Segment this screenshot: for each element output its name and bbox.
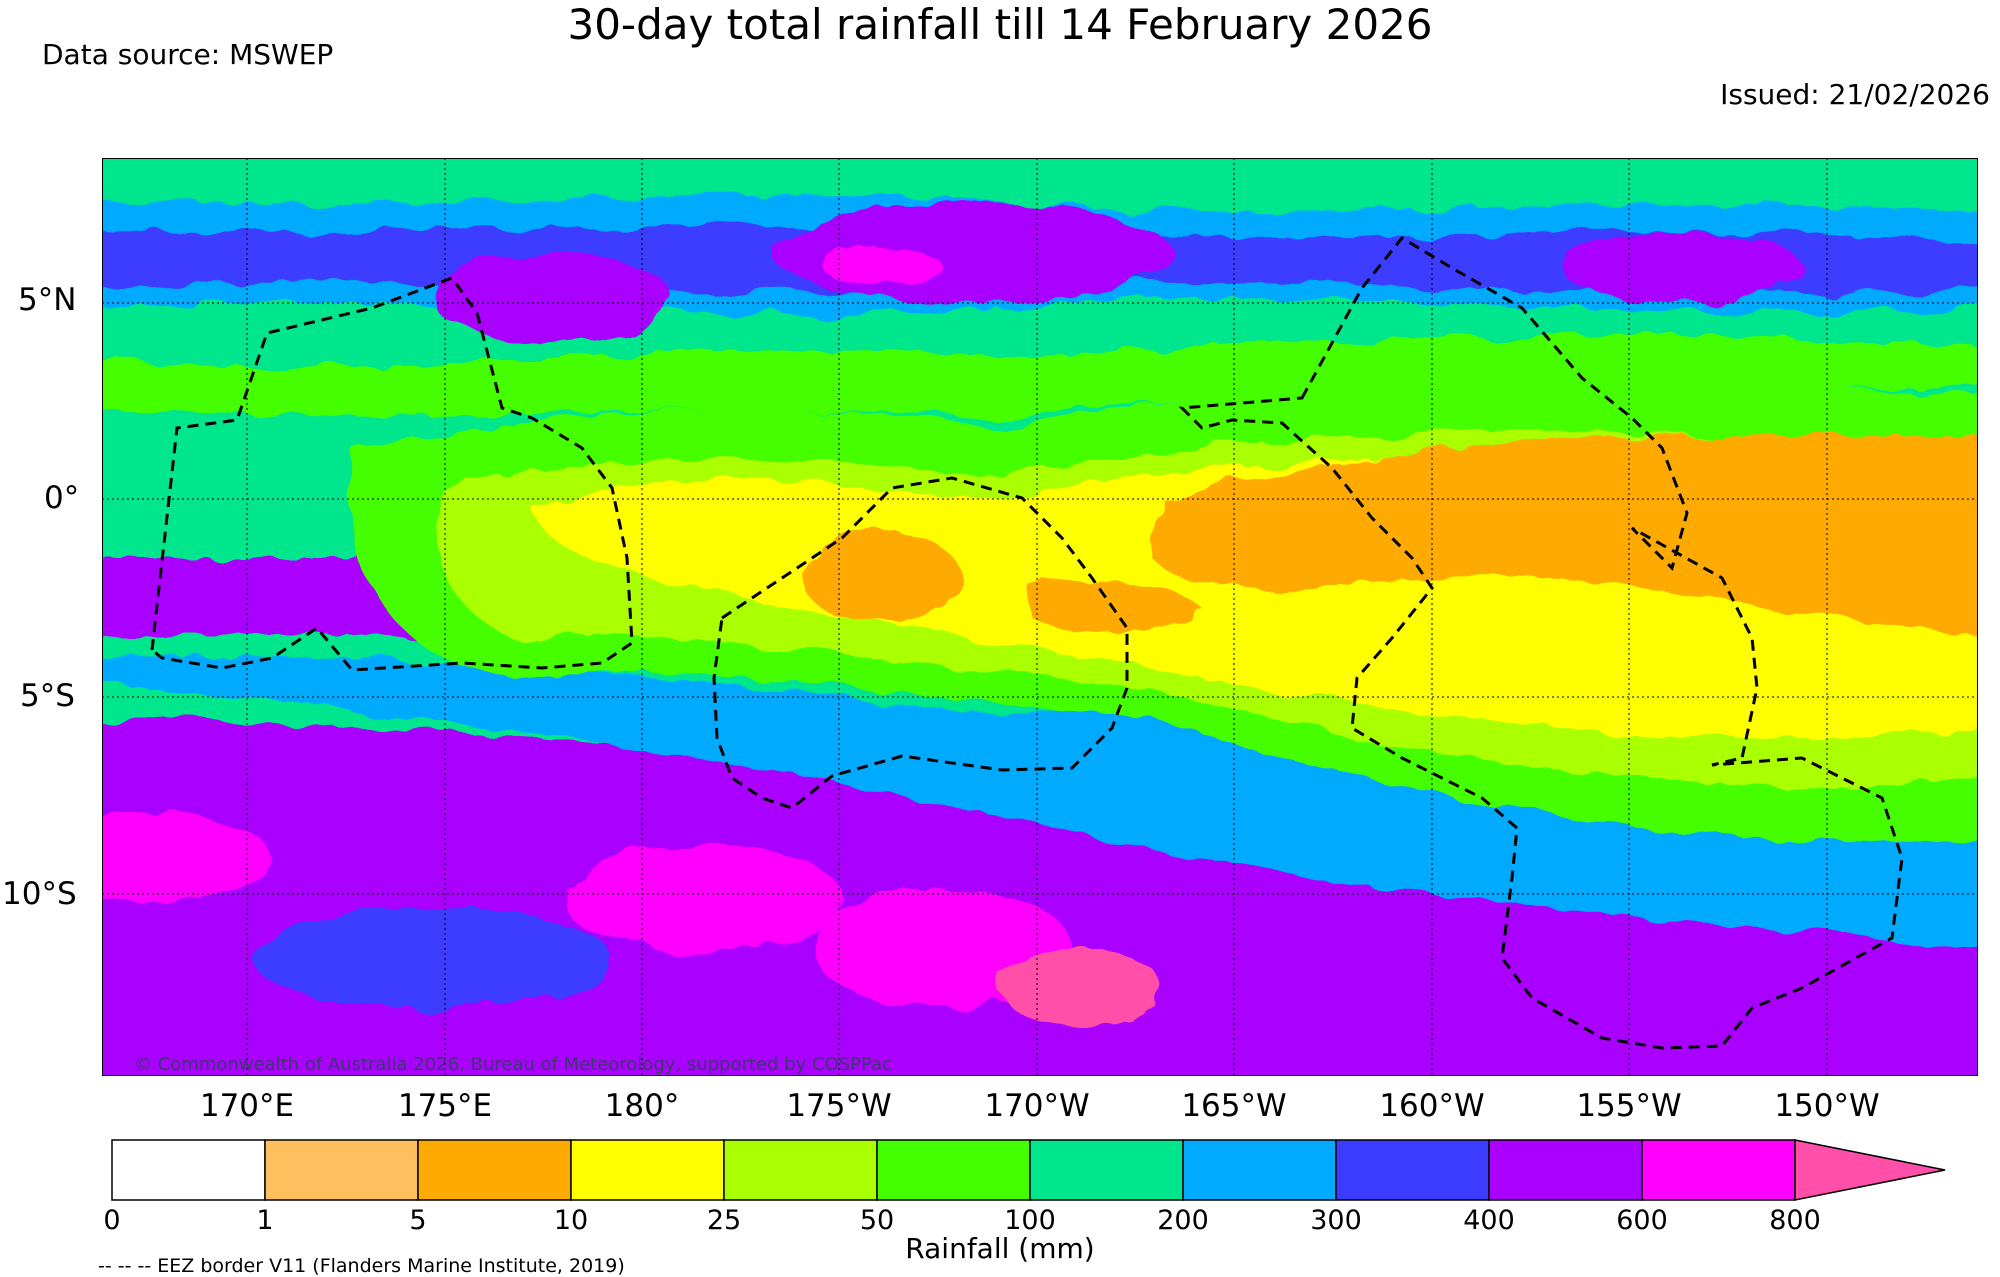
colorbar-swatch-9 [1488,1139,1643,1201]
lat-label-0: 0° [44,480,80,516]
colorbar-tick-0: 0 [103,1205,121,1236]
colorbar-swatch-8 [1335,1139,1490,1201]
colorbar-tick-7: 200 [1157,1205,1209,1236]
lon-label-155w: 155°W [1576,1088,1682,1124]
eez-border-note: -- -- -- EEZ border V11 (Flanders Marine… [98,1255,625,1277]
eez-borders [150,236,1904,1050]
colorbar-swatch-7 [1182,1139,1337,1201]
lat-label-5s: 5°S [20,678,75,714]
rain-cell-north-peak [822,248,942,284]
lat-label-10s: 10°S [2,876,77,912]
colorbar-tick-9: 400 [1463,1205,1515,1236]
colorbar-tick-1: 1 [256,1205,274,1236]
rain-band-5-10-east [1152,434,1978,637]
colorbar-tick-5: 50 [859,1205,895,1236]
colorbar-swatch-1 [264,1139,419,1201]
lon-label-175e: 175°E [397,1088,493,1124]
map-gridlines [102,158,1978,1076]
rainfall-colorbar [111,1139,1946,1201]
rainfall-map: © Commonwealth of Australia 2026, Bureau… [102,158,1978,1076]
colorbar-swatch-6 [1029,1139,1184,1201]
colorbar-extension-arrow [1794,1139,1946,1201]
colorbar-swatch-5 [876,1139,1031,1201]
rain-cell-south-peak [1002,948,1162,1028]
lon-label-170e: 170°E [199,1088,295,1124]
eez-border-west [150,276,634,672]
lon-label-180: 180° [604,1088,680,1124]
colorbar-tick-6: 100 [1004,1205,1056,1236]
eez-border-central [712,476,1129,810]
colorbar-label: Rainfall (mm) [905,1232,1095,1265]
colorbar-swatch-2 [417,1139,572,1201]
rain-cell-south-a [562,843,842,953]
rain-band-5-10-west [802,533,962,623]
rain-cell-north-a [432,253,672,343]
data-source-label: Data source: MSWEP [42,38,334,71]
colorbar-tick-2: 5 [409,1205,427,1236]
colorbar-tick-4: 25 [706,1205,742,1236]
eez-border-east [1178,236,1904,1050]
rain-band-5-10-mid [1032,577,1202,632]
colorbar-swatch-0 [111,1139,266,1201]
rain-cell-south-c [102,813,272,903]
lon-label-165w: 165°W [1181,1088,1287,1124]
colorbar-swatch-3 [570,1139,725,1201]
colorbar-tick-8: 300 [1310,1205,1362,1236]
lon-label-175w: 175°W [786,1088,892,1124]
lon-label-170w: 170°W [984,1088,1090,1124]
map-title: 30-day total rainfall till 14 February 2… [567,0,1433,49]
copyright-notice: © Commonwealth of Australia 2026, Bureau… [134,1054,892,1075]
lon-label-150w: 150°W [1774,1088,1880,1124]
rain-cell-north-b [772,203,1172,303]
issued-date-label: Issued: 21/02/2026 [1720,78,1990,111]
rain-band-50-100-north [102,337,1978,418]
colorbar-swatch-4 [723,1139,878,1201]
rain-cell-south-d [252,908,612,1008]
colorbar-tick-10: 600 [1616,1205,1668,1236]
colorbar-swatch-10 [1641,1139,1796,1201]
map-frame [102,158,1978,1076]
colorbar-tick-3: 10 [553,1205,589,1236]
lat-label-5n: 5°N [18,282,77,318]
colorbar-tick-11: 800 [1769,1205,1821,1236]
lon-label-160w: 160°W [1379,1088,1485,1124]
rain-cell-north-c [1562,233,1802,303]
